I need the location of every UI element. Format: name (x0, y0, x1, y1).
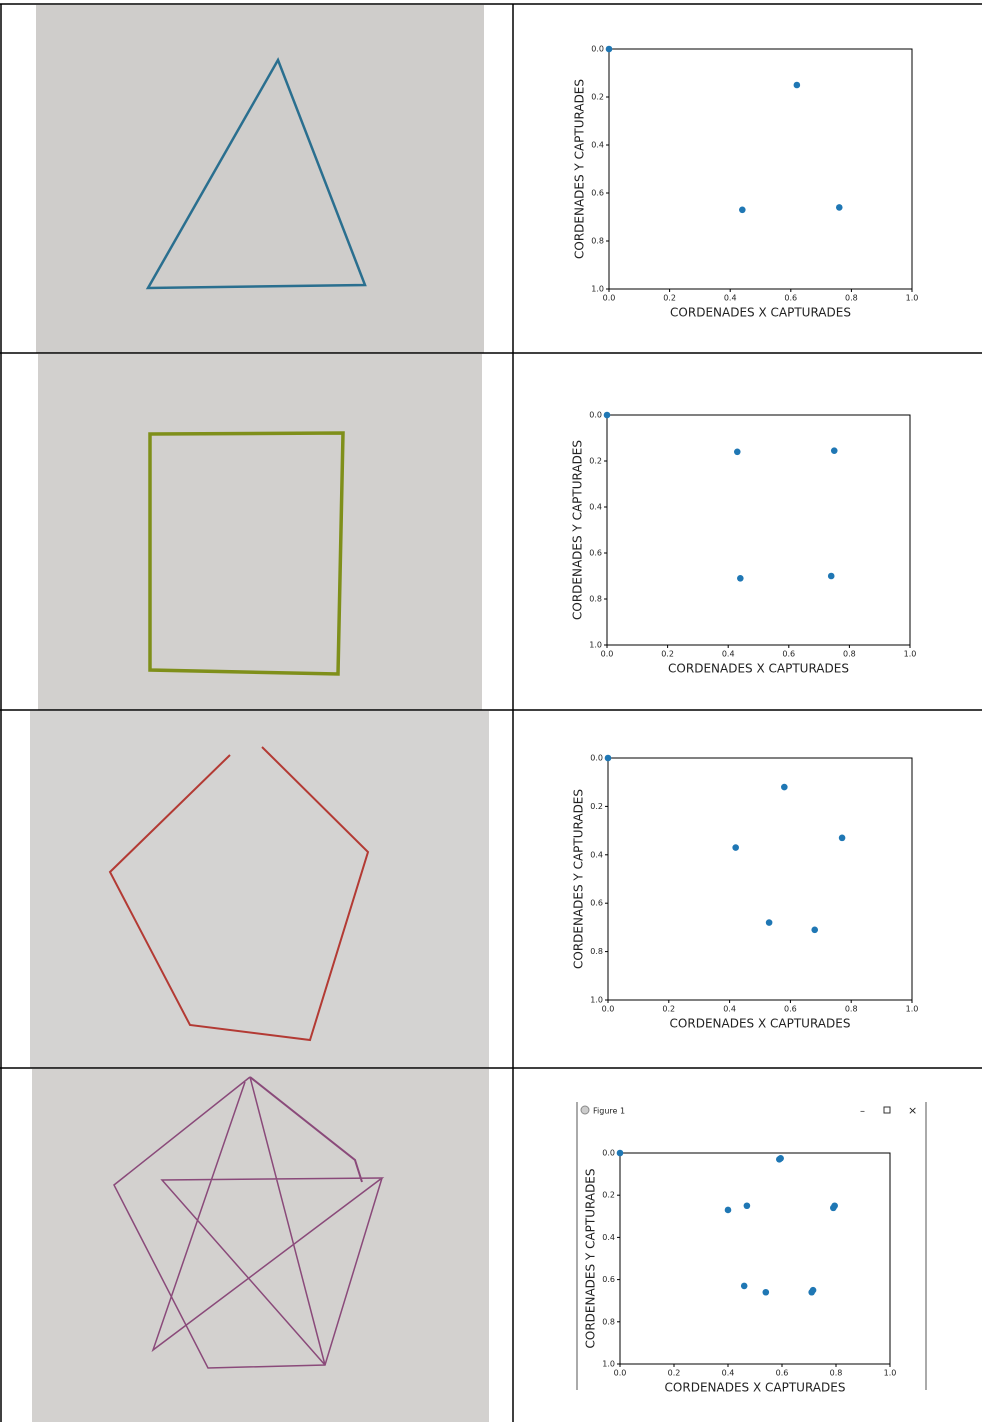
y-tick-label: 0.6 (589, 549, 602, 558)
y-tick-label: 0.6 (591, 189, 604, 198)
y-tick-label: 0.0 (602, 1149, 615, 1158)
point (810, 1287, 817, 1294)
y-tick-label: 0.8 (589, 595, 602, 604)
y-tick-label: 1.0 (590, 996, 603, 1005)
x-axis-label: CORDENADES X CAPTURADES (670, 306, 851, 320)
point (836, 204, 843, 211)
point (781, 784, 788, 791)
point (737, 575, 744, 582)
point (794, 82, 801, 89)
x-tick-label: 0.6 (784, 1005, 797, 1014)
x-tick-label: 1.0 (884, 1369, 897, 1378)
y-tick-label: 0.0 (591, 45, 604, 54)
point (828, 573, 835, 580)
point (766, 919, 773, 926)
y-tick-label: 1.0 (602, 1360, 615, 1369)
x-tick-label: 0.0 (603, 294, 616, 303)
y-axis-label: CORDENADES Y CAPTURADES (584, 1168, 598, 1348)
y-tick-label: 0.2 (591, 93, 604, 102)
point (839, 835, 846, 842)
photo-star (32, 1069, 489, 1422)
y-tick-label: 1.0 (589, 641, 602, 650)
photo-rectangle (38, 354, 482, 710)
point (606, 46, 613, 53)
x-tick-label: 0.4 (723, 1005, 736, 1014)
x-tick-label: 0.0 (601, 650, 614, 659)
y-tick-label: 0.8 (591, 237, 604, 246)
y-tick-label: 0.2 (602, 1191, 615, 1200)
x-axis-label: CORDENADES X CAPTURADES (668, 662, 849, 676)
point (741, 1283, 748, 1290)
y-tick-label: 0.4 (589, 503, 602, 512)
y-tick-label: 1.0 (591, 285, 604, 294)
x-axis-label: CORDENADES X CAPTURADES (665, 1381, 846, 1395)
window-title: Figure 1 (593, 1107, 625, 1116)
point (831, 447, 838, 454)
x-axis-label: CORDENADES X CAPTURADES (670, 1017, 851, 1031)
point (605, 755, 612, 762)
x-tick-label: 0.2 (661, 650, 674, 659)
y-tick-label: 0.6 (590, 899, 603, 908)
point (763, 1289, 770, 1296)
x-tick-label: 0.0 (602, 1005, 615, 1014)
point (734, 449, 741, 456)
x-tick-label: 1.0 (904, 650, 917, 659)
y-axis-label: CORDENADES Y CAPTURADES (572, 789, 586, 969)
point (811, 927, 818, 934)
x-tick-label: 0.8 (830, 1369, 843, 1378)
y-tick-label: 0.2 (589, 457, 602, 466)
y-tick-label: 0.8 (602, 1317, 615, 1326)
y-tick-label: 0.4 (602, 1233, 615, 1242)
plot-area (607, 415, 910, 645)
x-tick-label: 0.4 (722, 650, 735, 659)
y-tick-label: 0.8 (590, 947, 603, 956)
y-tick-label: 0.0 (589, 411, 602, 420)
x-tick-label: 0.4 (724, 294, 737, 303)
point (725, 1207, 732, 1214)
point (604, 412, 611, 419)
x-tick-label: 0.8 (843, 650, 856, 659)
photo-pentagon (30, 711, 489, 1068)
y-tick-label: 0.2 (590, 802, 603, 811)
y-tick-label: 0.0 (590, 754, 603, 763)
x-tick-label: 0.2 (668, 1369, 681, 1378)
plot-area (608, 758, 912, 1000)
x-tick-label: 0.6 (782, 650, 795, 659)
x-tick-label: 1.0 (906, 294, 919, 303)
point (617, 1150, 624, 1157)
y-axis-label: CORDENADES Y CAPTURADES (573, 79, 587, 259)
svg-text:×: × (908, 1104, 917, 1117)
x-tick-label: 0.0 (614, 1369, 627, 1378)
photo-triangle (36, 5, 484, 353)
y-tick-label: 0.4 (590, 850, 603, 859)
point (744, 1202, 751, 1209)
y-axis-label: CORDENADES Y CAPTURADES (571, 440, 585, 620)
x-tick-label: 0.6 (784, 294, 797, 303)
plot-area (609, 49, 912, 289)
plot-area (620, 1153, 890, 1364)
page: – × Figure 1 0.00.20.40.60.81.00.00.20.4… (0, 0, 982, 1422)
y-tick-label: 0.6 (602, 1275, 615, 1284)
svg-text:–: – (860, 1106, 865, 1117)
x-tick-label: 0.6 (776, 1369, 789, 1378)
point (777, 1155, 784, 1162)
point (831, 1202, 838, 1209)
x-tick-label: 0.2 (662, 1005, 675, 1014)
x-tick-label: 0.8 (845, 1005, 858, 1014)
x-tick-label: 0.8 (845, 294, 858, 303)
point (732, 844, 739, 851)
x-tick-label: 1.0 (906, 1005, 919, 1014)
y-tick-label: 0.4 (591, 141, 604, 150)
point (739, 207, 746, 214)
x-tick-label: 0.2 (663, 294, 676, 303)
x-tick-label: 0.4 (722, 1369, 735, 1378)
